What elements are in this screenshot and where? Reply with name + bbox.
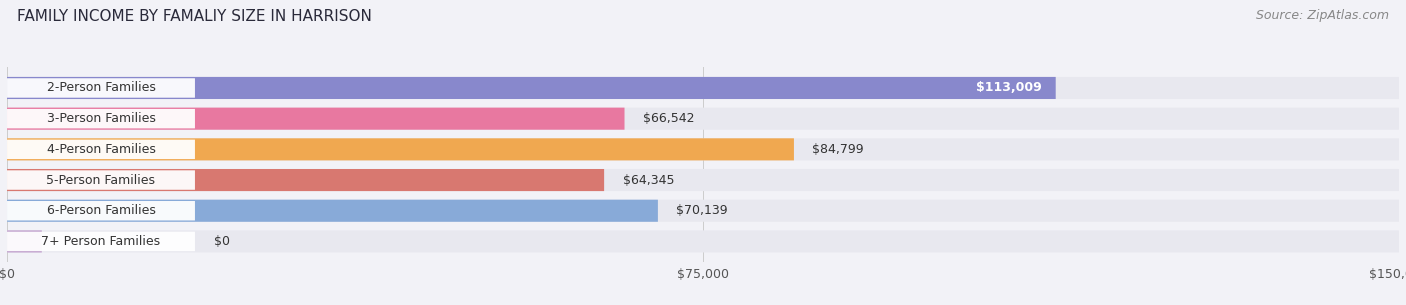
FancyBboxPatch shape <box>7 230 42 253</box>
Text: $64,345: $64,345 <box>623 174 675 187</box>
FancyBboxPatch shape <box>7 200 658 222</box>
Text: $70,139: $70,139 <box>676 204 728 217</box>
FancyBboxPatch shape <box>7 77 1056 99</box>
FancyBboxPatch shape <box>7 140 195 159</box>
FancyBboxPatch shape <box>7 109 195 128</box>
Text: 3-Person Families: 3-Person Families <box>46 112 156 125</box>
FancyBboxPatch shape <box>7 78 195 98</box>
FancyBboxPatch shape <box>7 138 794 160</box>
Text: Source: ZipAtlas.com: Source: ZipAtlas.com <box>1256 9 1389 22</box>
FancyBboxPatch shape <box>7 77 1399 99</box>
Text: FAMILY INCOME BY FAMALIY SIZE IN HARRISON: FAMILY INCOME BY FAMALIY SIZE IN HARRISO… <box>17 9 371 24</box>
FancyBboxPatch shape <box>7 232 195 251</box>
Text: $84,799: $84,799 <box>813 143 865 156</box>
FancyBboxPatch shape <box>7 108 624 130</box>
Text: 5-Person Families: 5-Person Families <box>46 174 156 187</box>
FancyBboxPatch shape <box>7 138 1399 160</box>
Text: 6-Person Families: 6-Person Families <box>46 204 156 217</box>
FancyBboxPatch shape <box>7 230 1399 253</box>
FancyBboxPatch shape <box>7 201 195 221</box>
FancyBboxPatch shape <box>7 169 1399 191</box>
FancyBboxPatch shape <box>7 108 1399 130</box>
Text: $113,009: $113,009 <box>976 81 1042 95</box>
Text: 7+ Person Families: 7+ Person Families <box>41 235 160 248</box>
Text: $66,542: $66,542 <box>643 112 695 125</box>
Text: 2-Person Families: 2-Person Families <box>46 81 156 95</box>
Text: $0: $0 <box>214 235 229 248</box>
Text: 4-Person Families: 4-Person Families <box>46 143 156 156</box>
FancyBboxPatch shape <box>7 170 195 190</box>
FancyBboxPatch shape <box>7 200 1399 222</box>
FancyBboxPatch shape <box>7 169 605 191</box>
